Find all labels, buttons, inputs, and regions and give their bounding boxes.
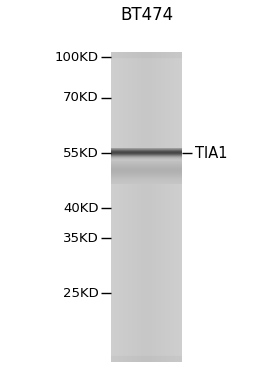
Text: 55KD: 55KD bbox=[63, 146, 99, 160]
Text: 25KD: 25KD bbox=[63, 287, 99, 300]
Text: TIA1: TIA1 bbox=[195, 146, 227, 161]
Text: 40KD: 40KD bbox=[63, 202, 99, 215]
Text: BT474: BT474 bbox=[120, 6, 173, 24]
Text: 70KD: 70KD bbox=[63, 91, 99, 104]
Text: 35KD: 35KD bbox=[63, 231, 99, 245]
Text: 100KD: 100KD bbox=[55, 51, 99, 64]
